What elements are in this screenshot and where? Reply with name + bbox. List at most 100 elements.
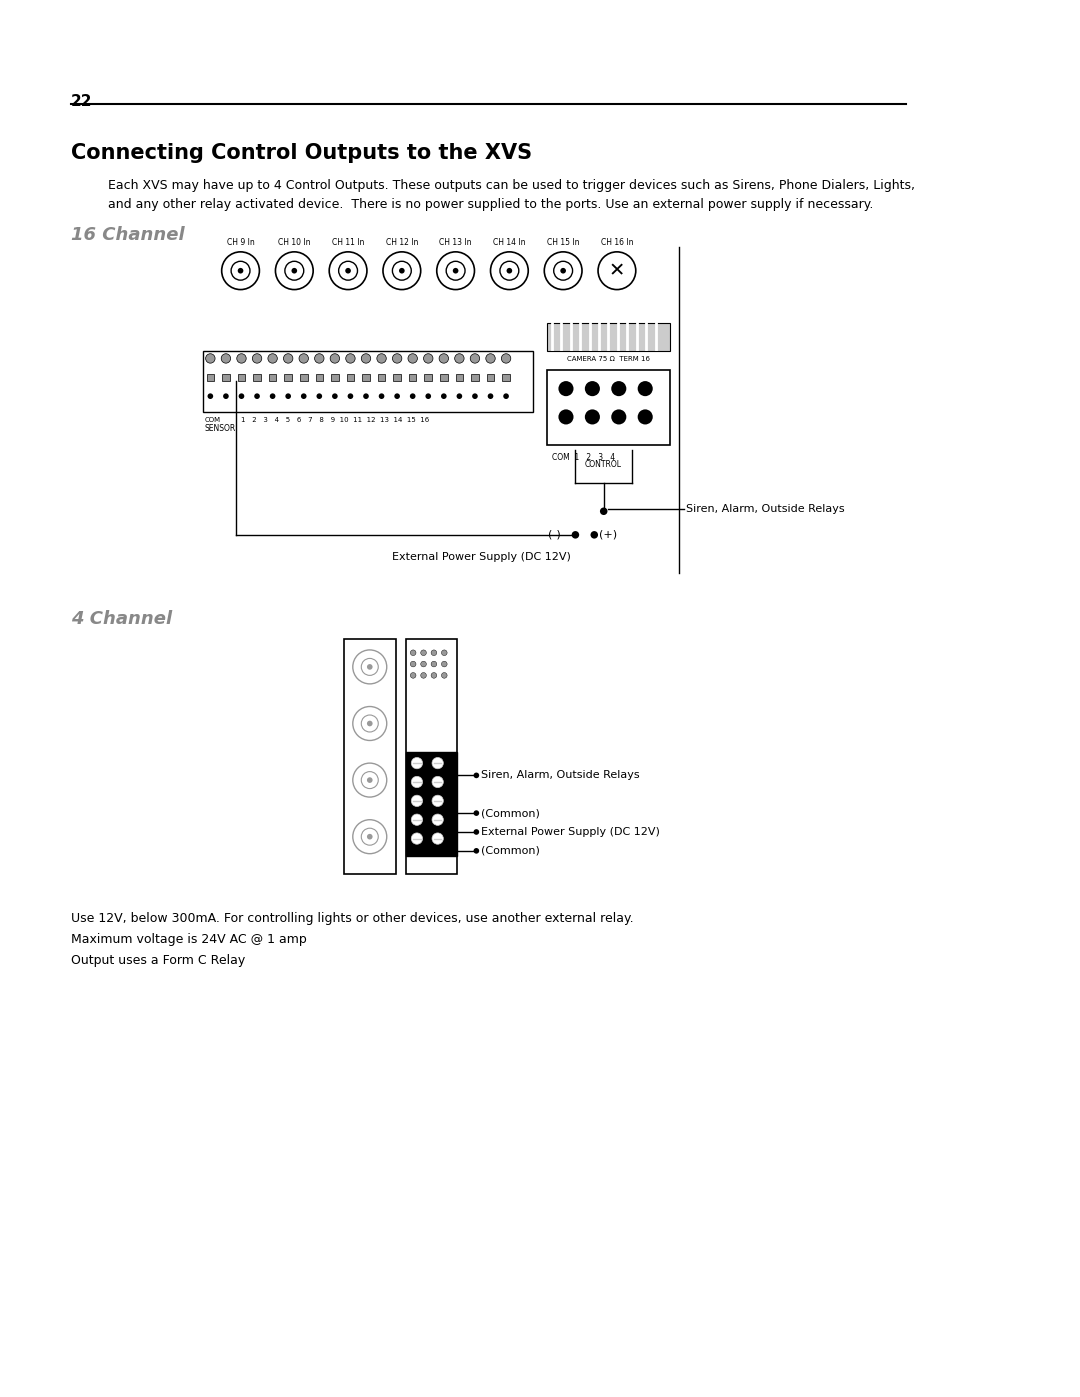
Circle shape [473,810,480,816]
Circle shape [472,394,477,400]
Circle shape [367,834,373,840]
Circle shape [316,394,322,400]
Text: CH 14 In: CH 14 In [494,237,526,247]
Bar [254,373,260,381]
Text: CH 15 In: CH 15 In [546,237,579,247]
Circle shape [392,353,402,363]
Circle shape [611,409,626,425]
Bar [362,373,369,381]
Circle shape [362,353,370,363]
Circle shape [411,777,422,788]
Circle shape [410,661,416,666]
Text: Siren, Alarm, Outside Relays: Siren, Alarm, Outside Relays [481,770,639,781]
Circle shape [408,353,417,363]
Bar [406,752,458,855]
Bar [502,373,510,381]
Circle shape [440,353,448,363]
Text: and any other relay activated device.  There is no power supplied to the ports. : and any other relay activated device. Th… [108,198,874,211]
Bar [345,638,396,875]
Text: 16 Channel: 16 Channel [71,226,185,244]
Bar [222,373,230,381]
Bar [393,373,401,381]
Bar [471,373,478,381]
Circle shape [411,814,422,826]
Circle shape [367,721,373,726]
Circle shape [554,261,572,281]
Bar [347,373,354,381]
Circle shape [367,777,373,782]
Circle shape [346,353,355,363]
Circle shape [330,353,339,363]
Circle shape [238,268,243,274]
Circle shape [432,757,444,768]
Circle shape [558,381,573,397]
Circle shape [362,658,378,675]
Circle shape [488,394,494,400]
Circle shape [332,394,338,400]
Circle shape [421,661,427,666]
Circle shape [268,353,278,363]
Text: CH 11 In: CH 11 In [332,237,364,247]
Bar [406,638,458,875]
Circle shape [442,672,447,678]
Circle shape [410,672,416,678]
Circle shape [442,661,447,666]
Circle shape [231,261,249,281]
Circle shape [637,409,652,425]
Circle shape [473,830,480,835]
Bar [284,373,292,381]
Circle shape [348,394,353,400]
Circle shape [362,771,378,788]
Text: (+): (+) [599,529,617,539]
Circle shape [254,394,260,400]
Bar [378,373,386,381]
Text: ✕: ✕ [609,261,625,281]
Circle shape [432,833,444,844]
Circle shape [500,261,518,281]
Circle shape [453,268,458,274]
Text: Each XVS may have up to 4 Control Outputs. These outputs can be used to trigger : Each XVS may have up to 4 Control Output… [108,179,916,193]
Text: COM: COM [205,416,220,423]
Circle shape [239,394,244,400]
Circle shape [501,353,511,363]
Bar [424,373,432,381]
Circle shape [394,394,400,400]
Bar [300,373,308,381]
Circle shape [442,650,447,655]
Text: CH 16 In: CH 16 In [600,237,633,247]
Circle shape [379,394,384,400]
Circle shape [561,268,566,274]
Text: Siren, Alarm, Outside Relays: Siren, Alarm, Outside Relays [686,504,845,514]
Bar [269,373,276,381]
Bar [456,373,463,381]
Circle shape [292,268,297,274]
Text: CH 10 In: CH 10 In [278,237,311,247]
Circle shape [470,353,480,363]
Circle shape [410,650,416,655]
Bar [548,370,670,446]
Circle shape [399,268,405,274]
Circle shape [637,381,652,397]
Circle shape [432,795,444,806]
Circle shape [362,828,378,845]
Circle shape [392,261,411,281]
Circle shape [205,353,215,363]
Circle shape [253,353,261,363]
Circle shape [411,757,422,768]
Circle shape [441,394,447,400]
Circle shape [611,381,626,397]
Text: (Common): (Common) [481,807,540,819]
Bar [206,373,214,381]
Circle shape [473,848,480,854]
Circle shape [446,261,465,281]
Bar [238,373,245,381]
Text: 22: 22 [71,95,92,109]
Circle shape [411,833,422,844]
Circle shape [409,394,416,400]
Bar [203,351,532,412]
Text: 4 Channel: 4 Channel [71,610,172,629]
Circle shape [591,531,598,539]
Circle shape [421,650,427,655]
Bar [548,323,670,351]
Circle shape [486,353,496,363]
